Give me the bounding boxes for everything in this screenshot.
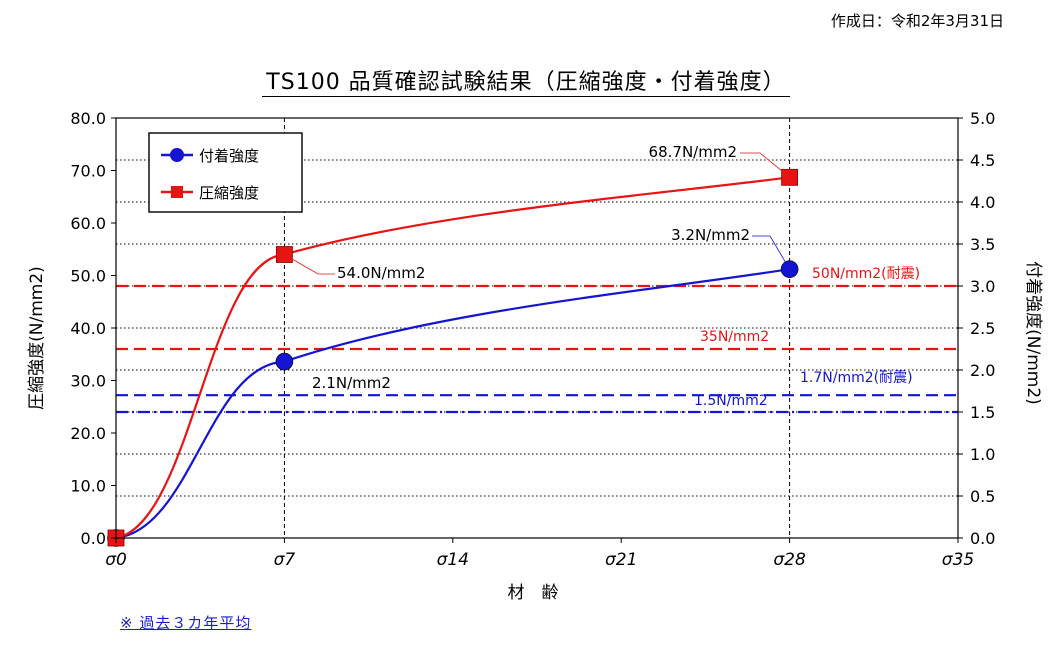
x-tick-label: σ35 [942,550,974,570]
data-label: 2.1N/mm2 [312,374,391,392]
reference-line-label: 1.5N/mm2 [694,393,768,409]
y-right-tick-label: 5.0 [970,109,995,128]
data-label: 68.7N/mm2 [649,143,737,161]
y-right-tick-label: 4.5 [970,151,995,170]
data-label: 54.0N/mm2 [337,264,425,282]
y-right-tick-label: 2.5 [970,319,995,338]
y-left-tick-label: 70.0 [70,162,106,181]
y-right-axis-title: 付着強度(N/mm2) [1023,261,1043,405]
y-right-tick-label: 1.0 [970,445,995,464]
y-left-tick-label: 40.0 [70,319,106,338]
x-axis-title: 材 齢 [508,583,559,603]
y-right-tick-label: 0.0 [970,529,995,548]
x-tick-label: σ21 [605,550,637,570]
reference-line-label: 35N/mm2 [700,329,769,345]
chart-title: TS100 品質確認試験結果（圧縮強度・付着強度） [0,64,1052,97]
legend-label: 付着強度 [199,147,259,165]
y-left-tick-label: 50.0 [70,267,106,286]
y-left-tick-label: 60.0 [70,214,106,233]
axis-layer: σ0 σ7 σ14 σ21 σ28 σ35 0.0 10.0 20.0 30.0 40.0 50.0 6… [27,109,1043,603]
y-right-tick-label: 1.5 [970,403,995,422]
reference-line-label: 50N/mm2(耐震) [812,266,920,282]
y-left-tick-label: 80.0 [70,109,106,128]
y-right-tick-label: 2.0 [970,361,995,380]
legend-marker [170,148,184,162]
y-right-tick-label: 3.5 [970,235,995,254]
data-label-leader [740,152,790,178]
y-left-tick-label: 30.0 [70,372,106,391]
y-left-tick-label: 10.0 [70,477,106,496]
y-right-tick-label: 3.0 [970,277,995,296]
series-line [115,268,790,540]
y-right-tick-label: 0.5 [970,487,995,506]
data-label-leader [752,235,790,270]
footnote: ※ 過去３カ年平均 [120,614,252,632]
x-tick-label: σ28 [773,550,806,570]
x-tick-label: σ7 [274,550,296,570]
legend-label: 圧縮強度 [199,184,259,202]
y-left-tick-label: 20.0 [70,424,106,443]
x-tick-label: σ0 [105,550,127,570]
reference-lines: 50N/mm2(耐震) 35N/mm2 1.7N/mm2(耐震) 1.5N/mm2 [116,266,958,414]
y-left-tick-label: 0.0 [81,529,106,548]
legend-box [148,132,303,213]
creation-date: 作成日：令和2年3月31日 [830,12,1004,30]
y-right-tick-label: 4.0 [970,193,995,212]
reference-line-label: 1.7N/mm2(耐震) [800,370,913,386]
chart-title-text: TS100 品質確認試験結果（圧縮強度・付着強度） [262,70,790,97]
legend-marker [171,186,183,198]
data-point-marker [275,352,294,371]
data-label-layer: 2.1N/mm2 3.2N/mm2 54.0N/mm2 68.7N/mm2 [284,143,790,392]
data-label: 3.2N/mm2 [671,226,750,244]
data-label-leader [284,254,335,275]
x-tick-label: σ14 [437,550,469,570]
y-left-axis-title: 圧縮強度(N/mm2) [27,266,47,410]
